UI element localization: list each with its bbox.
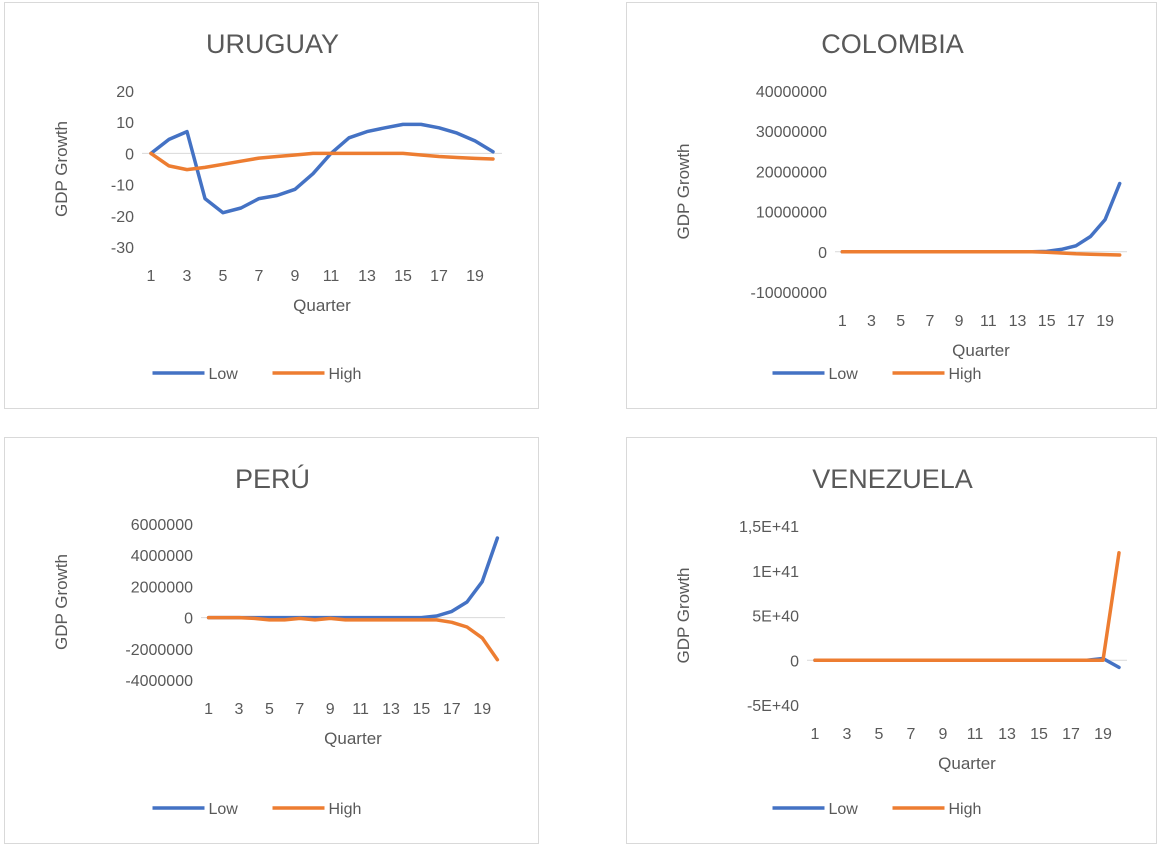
series-line-low <box>206 536 500 620</box>
chart-title-peru: PERÚ <box>235 463 310 494</box>
x-tick-label: 19 <box>1094 726 1112 743</box>
x-tick-label: 5 <box>875 726 884 743</box>
x-tick-label: 5 <box>896 313 905 330</box>
series-line-low <box>149 122 495 215</box>
y-tick-label: 30000000 <box>756 124 827 141</box>
y-axis-title: GDP Growth <box>52 554 71 650</box>
x-tick-label: 3 <box>867 313 876 330</box>
x-tick-label: 13 <box>998 726 1016 743</box>
x-tick-label: 17 <box>1062 726 1080 743</box>
y-axis-title: GDP Growth <box>52 121 71 217</box>
chart-title-venezuela: VENEZUELA <box>812 464 973 494</box>
x-tick-label: 1 <box>147 268 156 285</box>
x-tick-label: 1 <box>204 701 213 718</box>
y-axis-title: GDP Growth <box>674 567 693 663</box>
y-tick-label: 0 <box>184 611 193 628</box>
legend-label-high: High <box>949 366 982 383</box>
x-tick-label: 9 <box>939 726 948 743</box>
x-tick-label: 19 <box>1096 313 1114 330</box>
x-tick-label: 15 <box>394 268 412 285</box>
y-tick-label: -20 <box>111 209 134 226</box>
legend-label-high: High <box>329 366 362 383</box>
x-tick-label: 7 <box>925 313 934 330</box>
y-tick-label: -5E+40 <box>747 698 799 715</box>
series-line-high <box>206 615 500 662</box>
x-axis-title: Quarter <box>938 754 996 773</box>
x-tick-label: 9 <box>326 701 335 718</box>
x-tick-label: 19 <box>466 268 484 285</box>
x-tick-label: 15 <box>1038 313 1056 330</box>
legend-label-low: Low <box>829 366 859 383</box>
x-axis-title: Quarter <box>324 729 382 748</box>
x-tick-label: 15 <box>413 701 431 718</box>
y-tick-label: -10000000 <box>750 285 827 302</box>
y-tick-label: 10000000 <box>756 205 827 222</box>
x-tick-label: 5 <box>219 268 228 285</box>
chart-panel-peru: PERÚ 6000000 4000000 2000000 0 -2000000 -40000… <box>4 437 539 844</box>
series-line-high <box>149 151 495 172</box>
x-tick-label: 19 <box>473 701 491 718</box>
x-tick-label: 13 <box>1009 313 1027 330</box>
x-tick-label: 7 <box>907 726 916 743</box>
legend-label-low: Low <box>829 801 859 818</box>
x-tick-label: 11 <box>323 268 340 285</box>
x-tick-label: 1 <box>838 313 847 330</box>
y-tick-label: 20 <box>116 84 134 101</box>
x-tick-label: 9 <box>291 268 300 285</box>
x-tick-label: 1 <box>811 726 820 743</box>
y-tick-label: 2000000 <box>131 579 193 596</box>
y-tick-label: 10 <box>116 115 134 132</box>
x-axis-title: Quarter <box>293 296 351 315</box>
y-tick-label: -4000000 <box>125 673 193 690</box>
x-tick-label: 15 <box>1030 726 1048 743</box>
y-tick-label: 6000000 <box>131 517 193 534</box>
chart-panel-colombia: COLOMBIA 40000000 30000000 20000000 10000000… <box>626 2 1157 409</box>
x-tick-label: 17 <box>443 701 461 718</box>
x-tick-label: 17 <box>1067 313 1085 330</box>
legend-label-high: High <box>949 801 982 818</box>
y-tick-label: 4000000 <box>131 548 193 565</box>
x-tick-label: 5 <box>265 701 274 718</box>
chart-panel-uruguay: URUGUAY 20 10 0 -10 -20 -30 1 3 5 7 9 11 13 15 17 19 Quar… <box>4 2 539 409</box>
y-tick-label: 0 <box>125 146 134 163</box>
series-line-high <box>813 551 1121 663</box>
y-tick-label: -30 <box>111 240 134 257</box>
x-tick-label: 7 <box>295 701 304 718</box>
chart-title-uruguay: URUGUAY <box>206 29 339 59</box>
y-tick-label: 5E+40 <box>752 609 799 626</box>
chart-svg-colombia: COLOMBIA 40000000 30000000 20000000 10000000… <box>674 29 1127 383</box>
x-tick-label: 9 <box>955 313 964 330</box>
legend-label-low: Low <box>209 366 239 383</box>
x-tick-label: 13 <box>382 701 400 718</box>
series-line-low <box>840 181 1122 254</box>
y-tick-label: -10 <box>111 178 134 195</box>
x-tick-label: 11 <box>980 313 997 330</box>
y-tick-label: 1E+41 <box>752 564 799 581</box>
y-tick-label: 0 <box>790 653 799 670</box>
x-tick-label: 17 <box>430 268 448 285</box>
series-line-high <box>840 250 1122 257</box>
x-tick-label: 3 <box>183 268 192 285</box>
y-tick-label: 40000000 <box>756 84 827 101</box>
x-tick-label: 11 <box>967 726 984 743</box>
x-tick-label: 13 <box>358 268 376 285</box>
y-axis-title: GDP Growth <box>674 143 693 239</box>
legend-label-low: Low <box>209 801 239 818</box>
x-tick-label: 7 <box>255 268 264 285</box>
chart-svg-peru: PERÚ 6000000 4000000 2000000 0 -2000000 -40000… <box>52 463 505 818</box>
y-tick-label: -2000000 <box>125 642 193 659</box>
y-tick-label: 1,5E+41 <box>739 519 799 536</box>
x-tick-label: 11 <box>352 701 369 718</box>
y-tick-label: 20000000 <box>756 164 827 181</box>
x-tick-label: 3 <box>843 726 852 743</box>
x-tick-label: 3 <box>235 701 244 718</box>
x-axis-title: Quarter <box>952 341 1010 360</box>
chart-title-colombia: COLOMBIA <box>821 29 964 59</box>
y-tick-label: 0 <box>818 245 827 262</box>
legend-label-high: High <box>329 801 362 818</box>
chart-panel-venezuela: VENEZUELA 1,5E+41 1E+41 5E+40 0 -5E+40 1 3 5 7 9 11… <box>626 437 1157 844</box>
